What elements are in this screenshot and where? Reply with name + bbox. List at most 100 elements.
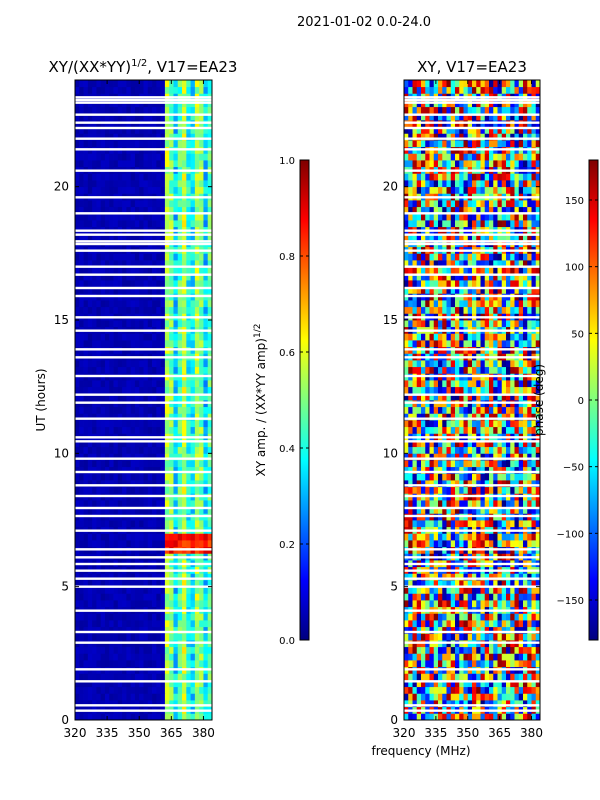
heatmap-cell (152, 686, 157, 694)
heatmap-cell (484, 500, 490, 508)
heatmap-cell (100, 406, 106, 414)
heatmap-cell (100, 653, 106, 661)
heatmap-cell (506, 500, 511, 508)
heatmap-cell (450, 473, 456, 481)
heatmap-cell (109, 333, 114, 341)
heatmap-cell (130, 253, 136, 261)
heatmap-cell (203, 713, 209, 721)
heatmap-cell (134, 486, 140, 494)
heatmap-cell (79, 393, 84, 401)
heatmap-cell (438, 520, 443, 528)
heatmap-cell (203, 233, 209, 241)
heatmap-cell (493, 660, 498, 668)
heatmap-cell (497, 420, 503, 428)
heatmap-cell (203, 260, 209, 268)
heatmap-cell (186, 660, 191, 668)
heatmap-cell (207, 406, 213, 414)
heatmap-cell (160, 613, 166, 621)
heatmap-cell (425, 500, 430, 508)
heatmap-cell (83, 160, 89, 168)
heatmap-cell (169, 660, 174, 668)
heatmap-cell (186, 306, 191, 314)
heatmap-cell (190, 700, 196, 708)
heatmap-cell (143, 260, 149, 268)
heatmap-cell (126, 80, 132, 88)
heatmap-cell (203, 680, 209, 688)
heatmap-cell (122, 106, 127, 114)
heatmap-cell (514, 406, 520, 414)
heatmap-cell (130, 173, 136, 181)
heatmap-cell (130, 113, 136, 121)
heatmap-cell (194, 160, 200, 168)
heatmap-cell (489, 626, 494, 634)
heatmap-cell (147, 646, 153, 654)
heatmap-cell (207, 673, 213, 681)
heatmap-cell (113, 440, 119, 448)
heatmap-cell (75, 133, 80, 141)
heatmap-cell (113, 600, 119, 608)
heatmap-cell (79, 486, 84, 494)
heatmap-cell (404, 440, 409, 448)
heatmap-cell (79, 200, 84, 208)
heatmap-cell (480, 653, 486, 661)
heatmap-cell (182, 333, 187, 341)
heatmap-cell (203, 300, 209, 308)
heatmap-cell (139, 593, 144, 601)
heatmap-cell (467, 466, 473, 474)
heatmap-cell (199, 713, 204, 721)
heatmap-cell (425, 426, 430, 434)
heatmap-cell (531, 473, 537, 481)
heatmap-cell (113, 253, 119, 261)
heatmap-cell (113, 220, 119, 228)
heatmap-cell (442, 453, 447, 461)
heatmap-cell (510, 453, 515, 461)
heatmap-cell (134, 660, 140, 668)
heatmap-cell (510, 486, 515, 494)
heatmap-cell (104, 653, 110, 661)
heatmap-cell (484, 580, 490, 588)
heatmap-cell (480, 413, 486, 421)
heatmap-cell (83, 633, 89, 641)
heatmap-cell (177, 386, 183, 394)
heatmap-cell (83, 266, 89, 274)
heatmap-cell (164, 253, 170, 261)
heatmap-cell (190, 480, 196, 488)
heatmap-cell (433, 580, 439, 588)
heatmap-cell (75, 213, 80, 221)
heatmap-cell (182, 280, 187, 288)
heatmap-cell (467, 633, 473, 641)
heatmap-cell (139, 453, 144, 461)
heatmap-cell (134, 600, 140, 608)
heatmap-cell (75, 420, 80, 428)
heatmap-cell (173, 646, 179, 654)
heatmap-cell (531, 380, 537, 388)
heatmap-cell (134, 586, 140, 594)
heatmap-cell (173, 260, 179, 268)
heatmap-cell (87, 206, 93, 214)
heatmap-cell (177, 393, 183, 401)
heatmap-cell (152, 366, 157, 374)
heatmap-cell (87, 506, 93, 514)
heatmap-cell (169, 273, 174, 281)
heatmap-cell (203, 480, 209, 488)
heatmap-cell (455, 540, 460, 548)
heatmap-cell (455, 413, 460, 421)
heatmap-cell (177, 713, 183, 721)
heatmap-cell (455, 686, 460, 694)
heatmap-cell (169, 480, 174, 488)
heatmap-cell (207, 220, 213, 228)
heatmap-cell (96, 186, 102, 194)
heatmap-cell (109, 200, 114, 208)
heatmap-cell (122, 306, 127, 314)
heatmap-cell (489, 506, 494, 514)
heatmap-cell (164, 520, 170, 528)
heatmap-cell (83, 153, 89, 161)
heatmap-cell (164, 173, 170, 181)
heatmap-cell (438, 506, 443, 514)
heatmap-cell (501, 406, 507, 414)
heatmap-cell (408, 473, 413, 481)
heatmap-cell (164, 333, 170, 341)
heatmap-cell (182, 233, 187, 241)
heatmap-cell (497, 426, 503, 434)
heatmap-cell (160, 273, 166, 281)
